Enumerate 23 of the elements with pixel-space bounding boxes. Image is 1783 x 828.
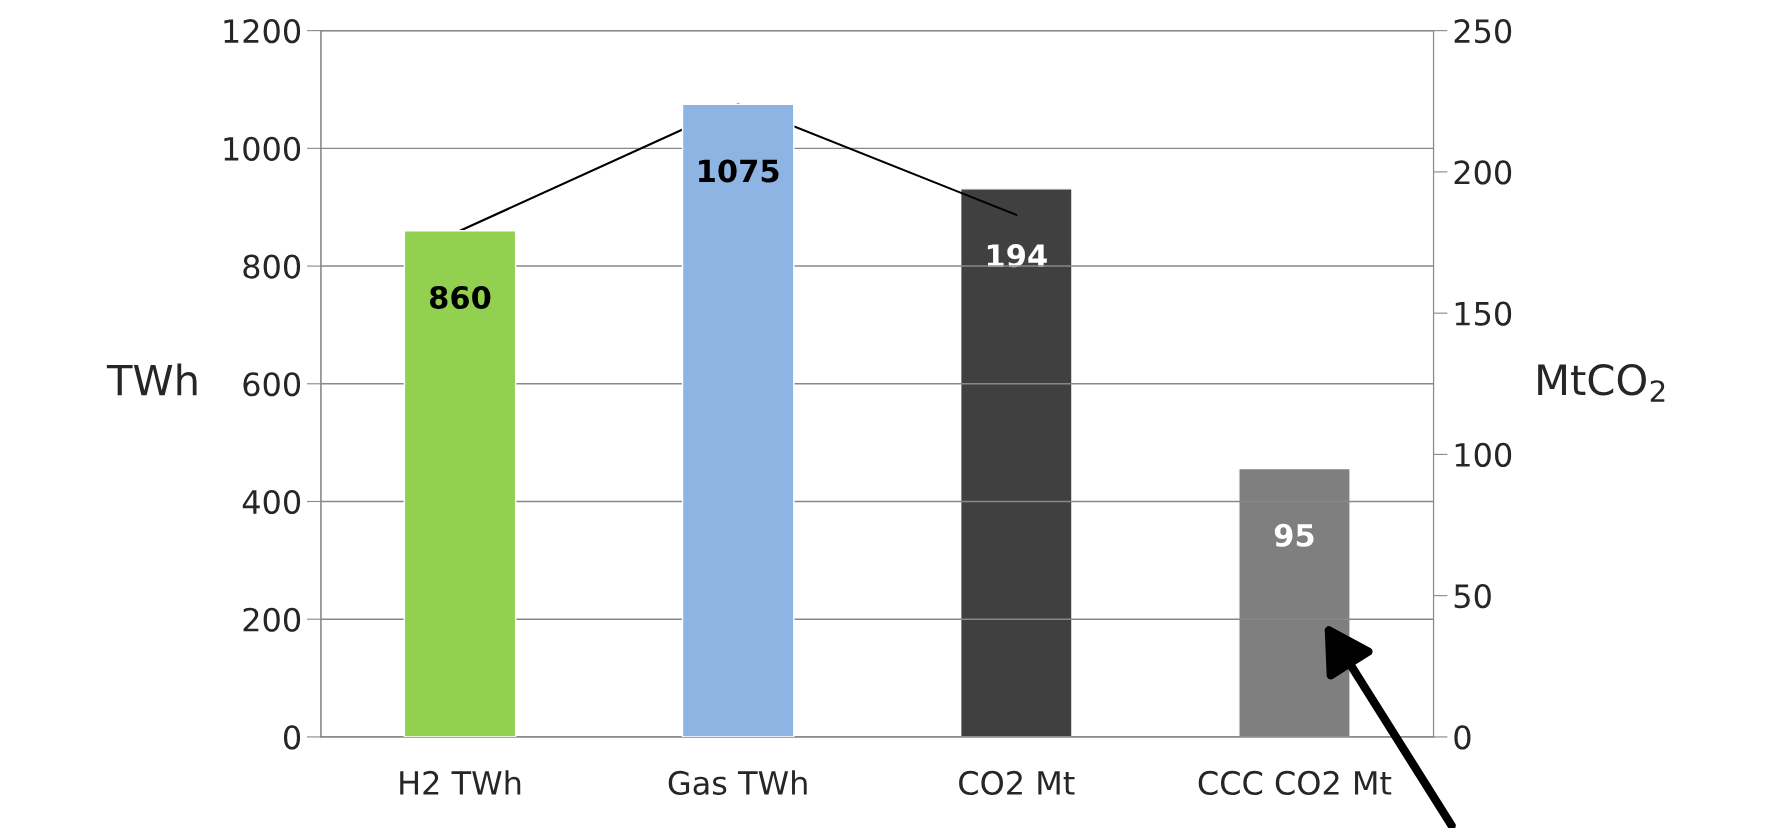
y-tick-label: 0	[283, 725, 301, 750]
y-tick-label: 1200	[224, 19, 301, 44]
y-tick-label: 400	[242, 489, 301, 515]
data-label: 194	[987, 244, 1047, 268]
y2-tick-label: 50	[1454, 584, 1491, 609]
y2-tick-label: 250	[1454, 19, 1512, 44]
y2-tick-label: 150	[1455, 301, 1512, 326]
y-tick-label: 200	[243, 607, 301, 632]
y2-tick-label: 0	[1454, 725, 1471, 750]
x-tick-label: CCC CO2 Mt	[1198, 770, 1392, 795]
y-tick-label: 600	[243, 372, 301, 397]
data-label: 1075	[699, 159, 779, 183]
x-tick-label: Gas TWh	[668, 770, 807, 795]
x-tick-label: H2 TWh	[400, 770, 521, 795]
data-label: 95	[1274, 523, 1314, 547]
y-tick-label: 800	[243, 254, 301, 279]
x-tick-label: CO2 Mt	[959, 770, 1075, 795]
data-label: 860	[429, 285, 491, 310]
y2-tick-label: 100	[1455, 442, 1512, 467]
y-tick-label: 1000	[224, 136, 301, 161]
y2-tick-label: 200	[1454, 160, 1512, 185]
y-axis-title: TWh	[106, 363, 197, 396]
y2-axis-title: MtCO$_{2}$	[1538, 364, 1665, 402]
